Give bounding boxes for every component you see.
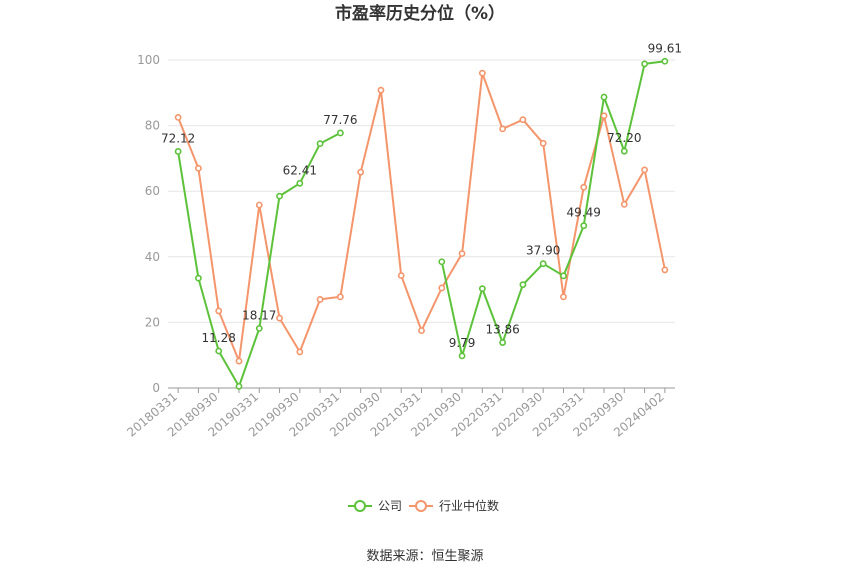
chart-title: 市盈率历史分位（%）: [335, 3, 505, 24]
series-lines: [177, 60, 666, 388]
legend-marker-icon: [354, 500, 366, 512]
data-point[interactable]: [316, 296, 324, 303]
data-point[interactable]: [560, 272, 567, 280]
data-label: 62.41: [283, 163, 317, 177]
axes: [168, 387, 675, 393]
data-point[interactable]: [296, 348, 304, 356]
data-point[interactable]: [620, 200, 628, 208]
data-point[interactable]: [336, 129, 344, 137]
data-label: 37.90: [526, 244, 560, 258]
data-label: 13.86: [485, 323, 519, 337]
data-point[interactable]: [519, 116, 527, 124]
data-point[interactable]: [458, 250, 466, 257]
legend-marker-icon: [415, 500, 427, 512]
y-tick-label: 20: [145, 315, 160, 329]
data-point[interactable]: [600, 112, 608, 120]
data-point[interactable]: [499, 125, 507, 133]
y-tick-label: 80: [145, 119, 160, 133]
data-point[interactable]: [255, 325, 263, 332]
grid-lines: [168, 59, 675, 323]
data-point[interactable]: [641, 60, 648, 68]
data-point[interactable]: [560, 293, 567, 301]
data-point[interactable]: [661, 266, 669, 274]
series-points: [174, 57, 669, 390]
y-tick-label: 100: [137, 53, 160, 67]
data-point[interactable]: [478, 69, 486, 77]
data-point[interactable]: [539, 260, 547, 268]
data-label: 49.49: [567, 206, 601, 220]
data-point[interactable]: [377, 86, 385, 94]
x-axis-ticks: 2018033120180930201903312019093020200331…: [124, 390, 667, 440]
data-point[interactable]: [661, 57, 669, 65]
data-point[interactable]: [255, 201, 263, 209]
data-point[interactable]: [397, 272, 405, 279]
data-point[interactable]: [580, 222, 588, 230]
data-label: 11.28: [202, 331, 236, 345]
data-point[interactable]: [235, 357, 243, 365]
data-source: 数据来源：恒生聚源: [366, 549, 483, 564]
legend-item-1[interactable]: 行业中位数: [409, 498, 499, 513]
data-point[interactable]: [418, 327, 425, 334]
y-tick-label: 0: [152, 381, 160, 395]
data-point[interactable]: [174, 148, 182, 155]
data-point[interactable]: [276, 192, 283, 200]
data-point[interactable]: [195, 274, 202, 282]
data-point[interactable]: [519, 281, 527, 289]
data-point[interactable]: [580, 183, 588, 191]
legend-item-0[interactable]: 公司: [348, 499, 402, 513]
legend-label: 公司: [378, 499, 402, 513]
data-point[interactable]: [357, 168, 365, 176]
y-tick-label: 60: [145, 184, 160, 198]
data-point[interactable]: [438, 258, 446, 266]
data-label: 72.12: [161, 131, 195, 145]
series-line-0: [440, 60, 666, 357]
data-label: 72.20: [607, 131, 641, 145]
data-point[interactable]: [235, 382, 243, 390]
data-point[interactable]: [296, 179, 304, 187]
data-point[interactable]: [600, 93, 608, 101]
data-point[interactable]: [620, 147, 628, 155]
legend-label: 行业中位数: [439, 498, 499, 513]
y-axis-ticks: 0 20 40 60 80 100: [137, 53, 160, 395]
data-point[interactable]: [316, 140, 324, 148]
data-point[interactable]: [174, 114, 182, 121]
legend[interactable]: 公司 行业中位数: [348, 498, 499, 513]
data-point[interactable]: [458, 352, 466, 360]
data-label: 99.61: [648, 41, 682, 55]
data-point[interactable]: [438, 284, 446, 292]
data-point[interactable]: [539, 139, 547, 147]
data-point[interactable]: [478, 285, 486, 293]
data-point[interactable]: [215, 347, 223, 355]
y-tick-label: 40: [145, 250, 160, 264]
data-point[interactable]: [195, 164, 202, 172]
data-point[interactable]: [276, 314, 283, 322]
data-point[interactable]: [336, 293, 344, 301]
data-labels: 72.12 11.28 18.17 62.41 77.76 9.79 13.86 37.90 4…: [161, 41, 682, 350]
data-point[interactable]: [641, 166, 648, 174]
data-point[interactable]: [215, 307, 223, 315]
data-label: 9.79: [449, 336, 476, 350]
data-point[interactable]: [499, 339, 507, 346]
data-label: 77.76: [323, 113, 357, 127]
data-label: 18.17: [242, 308, 276, 322]
